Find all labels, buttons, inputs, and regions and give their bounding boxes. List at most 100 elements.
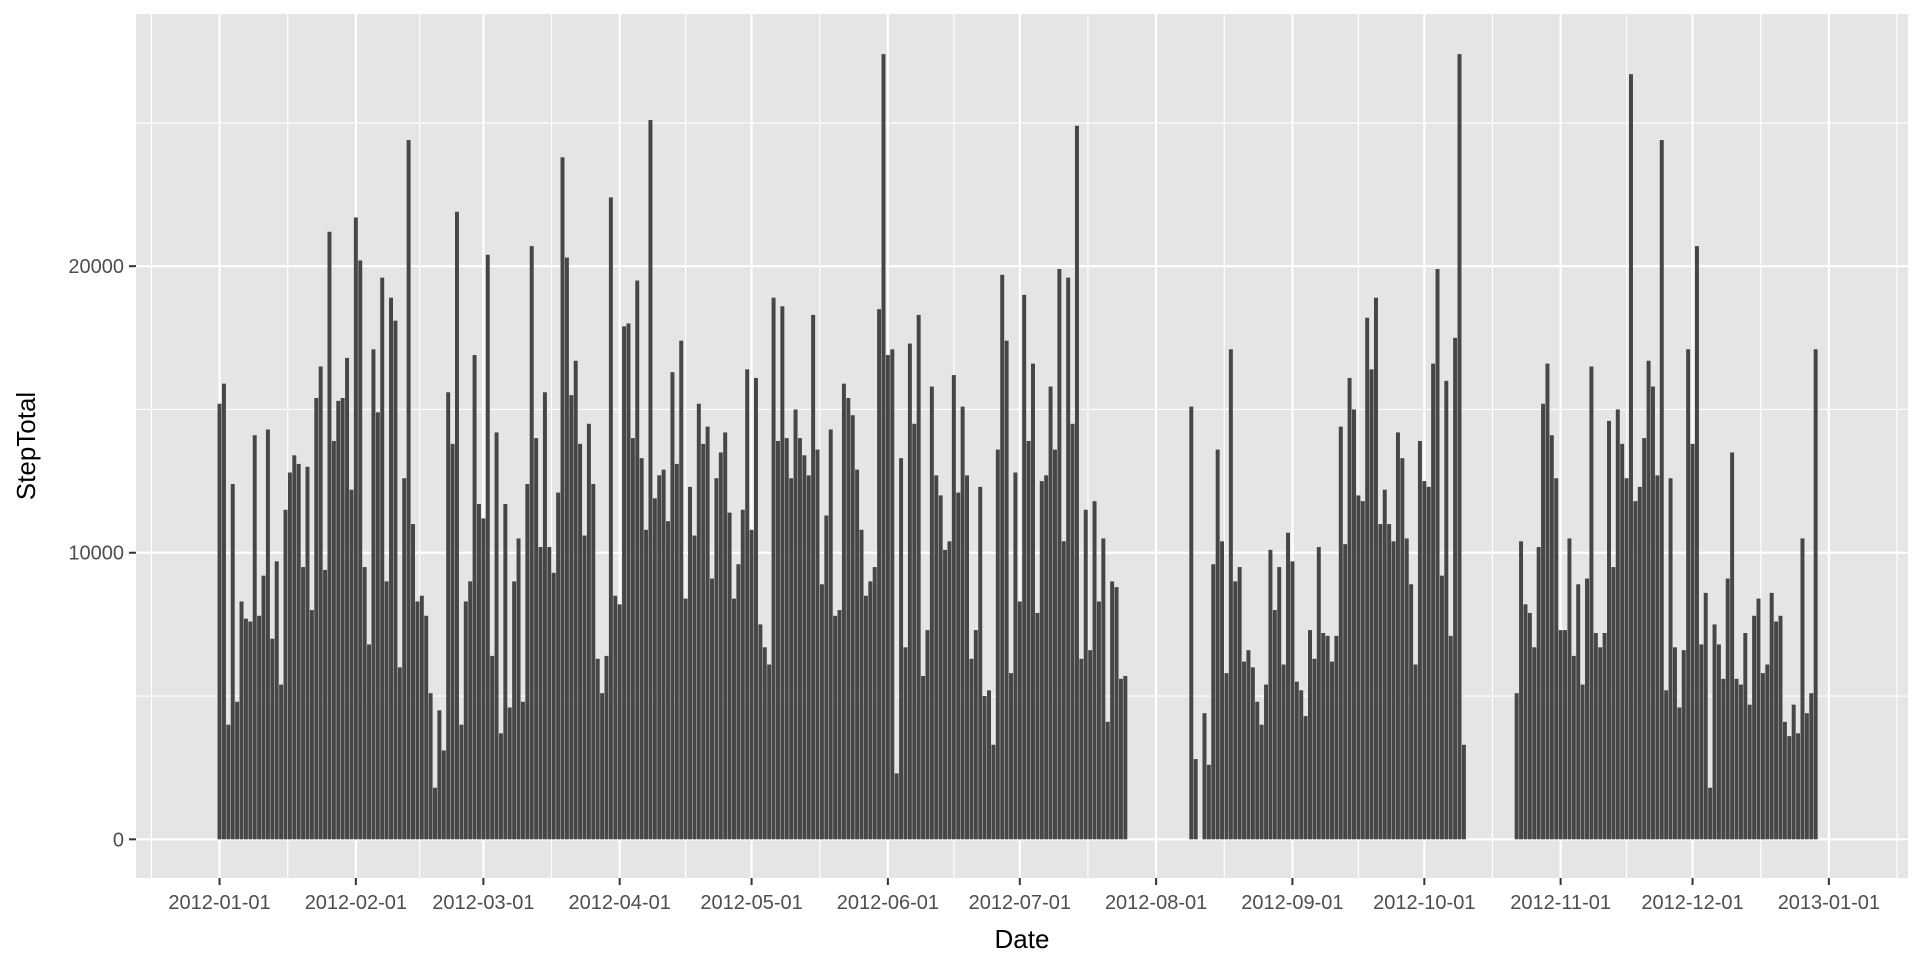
bar — [749, 529, 754, 840]
bar — [903, 647, 908, 840]
bar — [1563, 630, 1568, 840]
bar — [1325, 635, 1330, 840]
bar — [424, 615, 429, 840]
x-tick-label: 2012-09-01 — [1241, 892, 1343, 914]
bar — [595, 658, 600, 840]
bar — [1413, 664, 1418, 840]
bar — [938, 495, 943, 840]
bar — [1642, 438, 1647, 840]
bar — [837, 610, 842, 840]
bar — [965, 475, 970, 840]
bar — [833, 615, 838, 840]
bar — [1039, 481, 1044, 840]
bar — [252, 435, 257, 840]
bar — [683, 598, 688, 840]
bar — [1382, 489, 1387, 840]
bar — [476, 504, 481, 840]
bar — [415, 601, 420, 840]
bar — [1607, 420, 1611, 840]
bar — [1519, 541, 1524, 840]
bar — [868, 581, 873, 840]
bar — [639, 458, 644, 840]
bar — [841, 383, 846, 840]
bar — [1277, 567, 1282, 840]
bar — [877, 309, 882, 840]
bar — [762, 647, 767, 840]
bar — [736, 564, 741, 840]
x-tick-label: 2012-12-01 — [1641, 892, 1743, 914]
bar — [481, 518, 486, 840]
bar — [1250, 667, 1255, 840]
x-axis: 2012-01-01 2012-02-01 2012-03-01 2012-04-01… — [168, 878, 1880, 914]
bar — [982, 696, 987, 840]
bar — [1242, 661, 1247, 840]
bar — [349, 489, 354, 840]
bar — [1778, 615, 1783, 840]
bar — [1541, 403, 1546, 840]
bar — [270, 638, 275, 840]
bar — [1624, 478, 1629, 840]
bar — [696, 403, 701, 840]
bar — [1272, 610, 1277, 840]
x-tick-label: 2012-03-01 — [432, 892, 534, 914]
bar — [292, 455, 297, 840]
bar — [1189, 406, 1194, 840]
bar — [978, 486, 983, 840]
bar — [459, 724, 464, 840]
bar — [455, 211, 459, 840]
bar — [1523, 604, 1528, 840]
bar — [221, 383, 226, 840]
bar — [1747, 704, 1752, 840]
bar — [380, 277, 385, 840]
bar — [402, 478, 407, 840]
bar — [1646, 360, 1651, 840]
bar — [406, 140, 411, 840]
bar — [674, 463, 679, 840]
bar — [1114, 587, 1119, 840]
bar — [652, 498, 657, 840]
bar — [1206, 764, 1211, 840]
bar — [1668, 478, 1673, 840]
bar — [991, 744, 996, 840]
bar — [1782, 721, 1787, 840]
bar — [1281, 664, 1286, 840]
bar — [1000, 274, 1005, 840]
bar — [1268, 549, 1273, 840]
bar — [956, 492, 961, 840]
bar — [340, 398, 345, 840]
bar — [1791, 704, 1796, 840]
bar — [1215, 449, 1220, 840]
bar — [1514, 693, 1519, 840]
bar — [1083, 509, 1088, 840]
bar — [1694, 246, 1699, 840]
bar — [1321, 632, 1326, 840]
bar — [1224, 673, 1229, 840]
bar — [630, 438, 635, 840]
bar — [520, 701, 525, 840]
bar — [525, 483, 530, 840]
bar — [542, 392, 547, 840]
bar — [1650, 386, 1655, 840]
bar — [235, 701, 240, 840]
bar — [1615, 409, 1620, 840]
bar — [446, 392, 451, 840]
bar — [828, 429, 833, 840]
bar — [657, 475, 662, 840]
bar — [1294, 681, 1299, 840]
bar — [899, 458, 904, 840]
bar — [1716, 644, 1721, 840]
bar — [789, 478, 794, 840]
bar — [890, 349, 895, 840]
bar — [1527, 612, 1532, 840]
bar — [1448, 635, 1453, 840]
bar — [1118, 678, 1123, 840]
bar — [855, 469, 860, 840]
y-axis: 0 10000 20000 — [68, 256, 136, 851]
bar — [1228, 349, 1233, 840]
bar — [1435, 269, 1440, 840]
bar — [916, 314, 921, 840]
bar — [921, 675, 926, 840]
bar — [1444, 380, 1449, 840]
bar — [1602, 632, 1607, 840]
bar — [758, 624, 763, 840]
